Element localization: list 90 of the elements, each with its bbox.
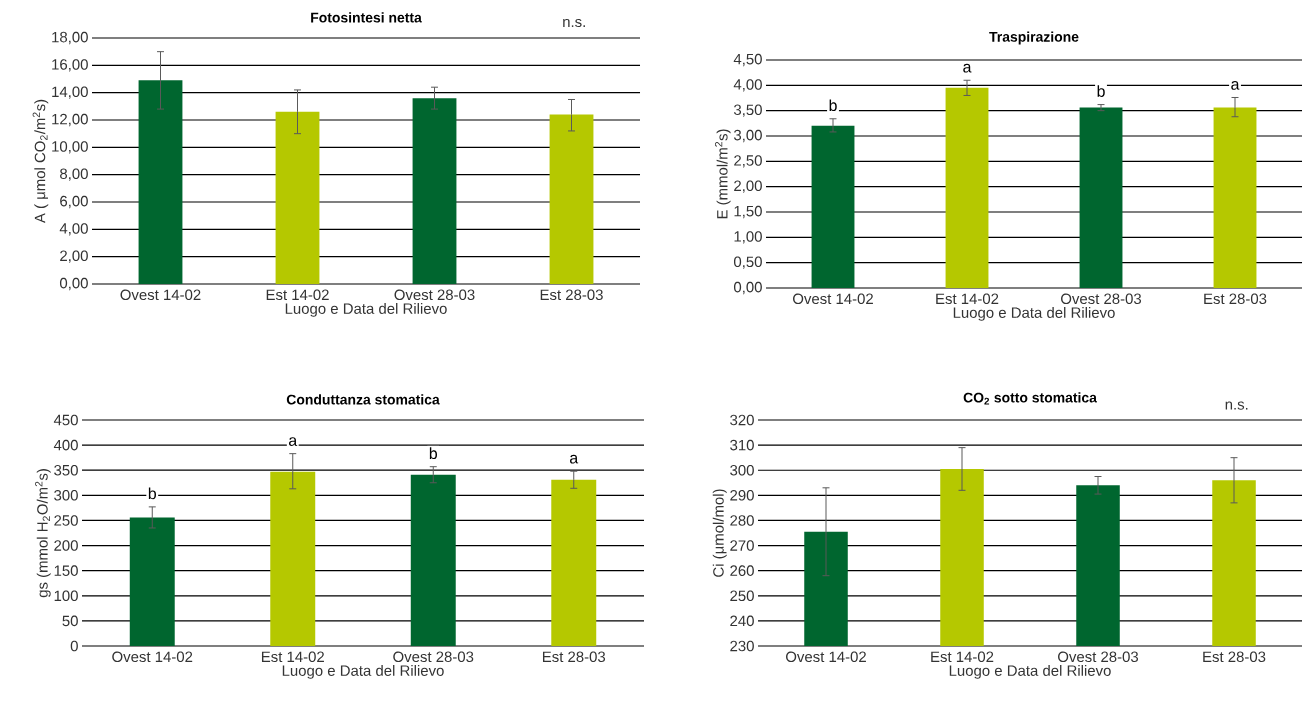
bar: [549, 114, 594, 284]
bar: [1213, 107, 1257, 288]
annotation: b: [1097, 85, 1105, 97]
chart-title: Traspirazione: [989, 31, 1079, 45]
y-tick-label: 2,00: [60, 250, 88, 263]
chart-title: Fotosintesi netta: [311, 12, 422, 23]
y-tick-label: 100: [54, 590, 78, 602]
x-tick-label: Ovest 28-03: [393, 651, 474, 663]
bar: [551, 479, 597, 646]
y-tick-label: 200: [54, 540, 78, 551]
annotation: a: [1231, 81, 1240, 90]
y-tick-label: 240: [730, 615, 754, 627]
bar: [270, 471, 316, 646]
y-tick-label: 300: [730, 464, 754, 476]
x-axis-title: Luogo e Data del Rilievo: [282, 664, 444, 679]
x-tick-label: Est 14-02: [266, 289, 329, 301]
y-tick-label: 0: [70, 640, 78, 652]
annotation: a: [963, 63, 972, 73]
y-tick-label: 450: [53, 414, 78, 426]
y-tick-label: 310: [730, 439, 754, 451]
y-tick-label: 270: [730, 540, 754, 551]
x-tick-label: Ovest 14-02: [793, 293, 873, 305]
bar: [275, 111, 320, 284]
x-tick-label: Ovest 14-02: [112, 651, 193, 663]
annotation: b: [429, 447, 438, 460]
y-tick-label: 10,00: [52, 141, 88, 154]
x-tick-label: Ovest 14-02: [786, 651, 866, 663]
x-axis-title: Luogo e Data del Rilievo: [949, 664, 1111, 679]
y-tick-label: 150: [54, 565, 78, 576]
y-tick-label: 12,00: [52, 113, 88, 127]
y-tick-label: 1,50: [734, 205, 762, 219]
annotation: b: [148, 487, 157, 500]
bar: [410, 474, 456, 646]
x-axis-title: Luogo e Data del Rilievo: [285, 302, 447, 317]
y-tick-label: 0,50: [733, 256, 762, 269]
x-tick-label: Ovest 28-03: [1058, 651, 1139, 663]
y-tick-label: 230: [730, 640, 754, 652]
y-tick-label: 4,50: [733, 53, 762, 67]
x-tick-label: Ovest 14-02: [120, 289, 201, 301]
x-tick-label: Est 14-02: [261, 651, 324, 663]
chart-title: CO$_{2}$ sotto stomatica: [963, 392, 1097, 405]
annotation: a: [569, 454, 579, 464]
bar: [811, 125, 855, 288]
y-tick-label: 350: [54, 464, 78, 476]
bar: [412, 98, 457, 284]
x-axis-title: Luogo e Data del Rilievo: [953, 306, 1115, 321]
bar: [129, 517, 175, 646]
y-tick-label: 0,00: [733, 281, 762, 295]
bar: [138, 80, 183, 284]
y-tick-label: 50: [62, 615, 78, 627]
y-tick-label: 4,00: [59, 223, 88, 236]
y-tick-label: 400: [53, 439, 78, 451]
y-tick-label: 16,00: [52, 59, 88, 72]
x-tick-label: Est 28-03: [542, 651, 606, 663]
y-tick-label: 2,50: [734, 155, 762, 168]
x-tick-label: Est 14-02: [931, 651, 994, 663]
y-tick-label: 3,50: [733, 104, 762, 117]
y-tick-label: 2,00: [734, 180, 762, 193]
bar: [945, 87, 989, 288]
x-tick-label: Est 28-03: [1203, 651, 1266, 663]
y-tick-label: 300: [54, 490, 78, 501]
x-tick-label: Est 14-02: [936, 293, 999, 305]
y-tick-label: 8,00: [60, 168, 88, 181]
x-tick-label: Ovest 28-03: [1061, 293, 1142, 305]
y-tick-label: 14,00: [52, 86, 88, 99]
y-tick-label: 0,00: [59, 277, 88, 291]
y-tick-label: 290: [730, 490, 754, 501]
y-tick-label: 1,00: [734, 231, 762, 244]
x-tick-label: Ovest 28-03: [394, 289, 475, 301]
y-axis-title: E (mmol/m$^{2}$s): [714, 129, 731, 219]
y-tick-label: 4,00: [733, 79, 762, 92]
y-tick-label: 320: [730, 414, 754, 426]
y-tick-label: 250: [730, 590, 754, 602]
y-axis-title: A ( μmol CO$_{2}$/m$^{2}$s): [32, 99, 49, 224]
text: n.s.: [1225, 401, 1248, 410]
annotation: b: [829, 99, 837, 112]
y-tick-label: 260: [730, 565, 754, 576]
x-tick-label: Est 28-03: [1204, 293, 1267, 305]
chart-title: Conduttanza stomatica: [286, 394, 440, 405]
text: n.s.: [563, 18, 585, 28]
annotation: a: [288, 437, 298, 446]
y-tick-label: 3,00: [733, 129, 762, 143]
y-axis-title: gs (mmol H$_{2}$O/m$^{2}$s): [35, 469, 51, 598]
y-tick-label: 18,00: [52, 31, 88, 45]
y-tick-label: 6,00: [60, 195, 88, 209]
bar: [1079, 107, 1123, 288]
y-tick-label: 280: [730, 515, 754, 526]
y-tick-label: 250: [54, 515, 78, 526]
x-tick-label: Est 28-03: [540, 289, 603, 301]
y-axis-title: Ci (μmol/mol): [712, 489, 727, 577]
